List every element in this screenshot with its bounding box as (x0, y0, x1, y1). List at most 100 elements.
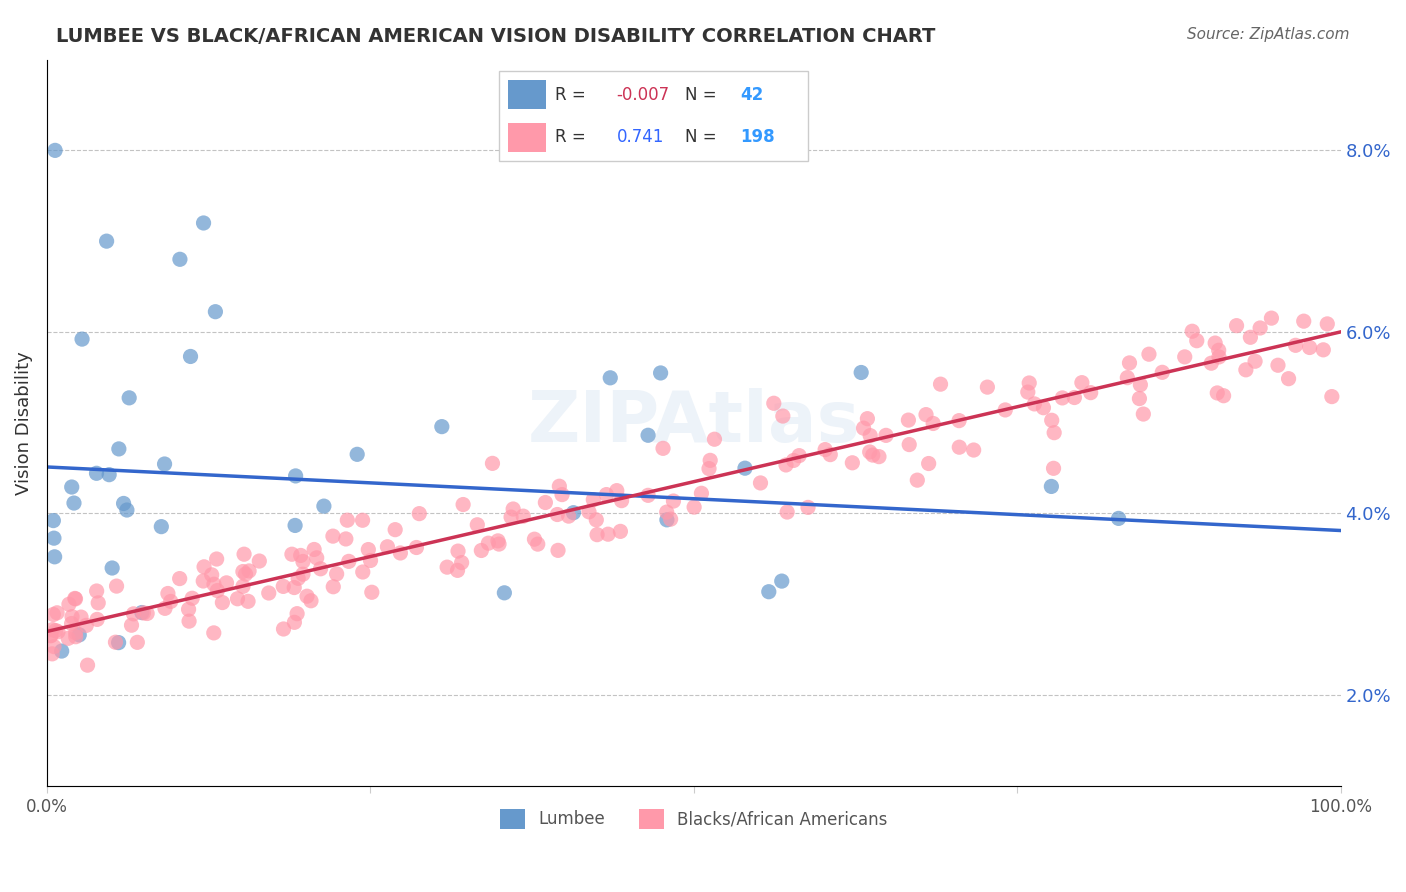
Blacks/African Americans (63, 591, 86, 606)
Blacks/African Americans (787, 449, 810, 463)
Blacks/African Americans (477, 536, 499, 550)
Blacks/African Americans (499, 510, 522, 524)
Blacks/African Americans (859, 428, 882, 442)
Blacks/African Americans (207, 583, 229, 598)
Lumbee (1108, 511, 1130, 525)
Blacks/African Americans (659, 512, 682, 526)
Blacks/African Americans (177, 614, 200, 628)
Blacks/African Americans (177, 602, 200, 616)
Blacks/African Americans (322, 580, 344, 594)
Blacks/African Americans (41, 623, 63, 637)
Blacks/African Americans (1042, 461, 1064, 475)
Blacks/African Americans (797, 500, 820, 515)
Lumbee (101, 561, 124, 575)
Blacks/African Americans (211, 595, 233, 609)
Blacks/African Americans (1118, 356, 1140, 370)
Blacks/African Americans (852, 421, 875, 435)
Blacks/African Americans (60, 609, 83, 624)
Blacks/African Americans (862, 448, 884, 462)
Blacks/African Americans (447, 544, 470, 558)
Blacks/African Americans (305, 550, 328, 565)
Blacks/African Americans (534, 495, 557, 509)
Blacks/African Americans (596, 527, 619, 541)
Blacks/African Americans (859, 445, 882, 459)
Lumbee (758, 584, 780, 599)
Blacks/African Americans (360, 553, 382, 567)
Blacks/African Americans (1292, 314, 1315, 328)
Lumbee (150, 519, 173, 533)
Lumbee (193, 216, 215, 230)
Blacks/African Americans (56, 632, 79, 646)
Lumbee (63, 496, 86, 510)
Blacks/African Americans (247, 554, 270, 568)
Blacks/African Americans (922, 417, 945, 431)
Blacks/African Americans (65, 630, 87, 644)
Blacks/African Americans (201, 567, 224, 582)
Blacks/African Americans (41, 647, 63, 661)
Blacks/African Americans (287, 571, 309, 585)
Blacks/African Americans (1312, 343, 1334, 357)
Blacks/African Americans (60, 616, 83, 631)
Blacks/African Americans (235, 567, 257, 582)
Blacks/African Americans (132, 606, 155, 620)
Blacks/African Americans (271, 579, 294, 593)
Blacks/African Americans (526, 537, 548, 551)
Blacks/African Americans (749, 475, 772, 490)
Text: -0.007: -0.007 (617, 86, 669, 103)
Text: 42: 42 (741, 86, 763, 103)
Blacks/African Americans (87, 596, 110, 610)
Blacks/African Americans (486, 533, 509, 548)
Blacks/African Americans (1320, 390, 1343, 404)
Blacks/African Americans (127, 635, 149, 649)
Blacks/African Americans (1063, 391, 1085, 405)
Blacks/African Americans (683, 500, 706, 514)
Text: 0.741: 0.741 (617, 128, 664, 146)
Blacks/African Americans (582, 492, 605, 507)
Blacks/African Americans (1181, 324, 1204, 338)
Blacks/African Americans (856, 411, 879, 425)
Blacks/African Americans (1206, 386, 1229, 401)
Blacks/African Americans (384, 523, 406, 537)
Blacks/African Americans (546, 508, 568, 522)
Blacks/African Americans (606, 483, 628, 498)
Lumbee (118, 391, 141, 405)
Text: N =: N = (685, 128, 721, 146)
Lumbee (42, 514, 65, 528)
Blacks/African Americans (814, 442, 837, 457)
Blacks/African Americans (257, 586, 280, 600)
Blacks/African Americans (1080, 385, 1102, 400)
Blacks/African Americans (917, 457, 939, 471)
Lumbee (734, 461, 756, 475)
Lumbee (180, 350, 202, 364)
Blacks/African Americans (226, 591, 249, 606)
Blacks/African Americans (782, 453, 804, 467)
Blacks/African Americans (450, 556, 472, 570)
Blacks/African Americans (1116, 370, 1139, 384)
Blacks/African Americans (86, 612, 108, 626)
Blacks/African Americans (360, 585, 382, 599)
Blacks/African Americans (523, 532, 546, 546)
Text: LUMBEE VS BLACK/AFRICAN AMERICAN VISION DISABILITY CORRELATION CHART: LUMBEE VS BLACK/AFRICAN AMERICAN VISION … (56, 27, 935, 45)
Lumbee (60, 480, 83, 494)
Blacks/African Americans (976, 380, 998, 394)
Blacks/African Americans (153, 601, 176, 615)
Blacks/African Americans (1032, 401, 1054, 415)
Blacks/African Americans (46, 624, 69, 639)
Lumbee (112, 496, 135, 510)
Blacks/African Americans (309, 562, 332, 576)
Blacks/African Americans (1239, 330, 1261, 344)
Blacks/African Americans (1212, 389, 1234, 403)
Blacks/African Americans (470, 543, 492, 558)
Blacks/African Americans (897, 413, 920, 427)
Blacks/African Americans (136, 607, 159, 621)
Blacks/African Americans (1204, 336, 1226, 351)
Blacks/African Americans (578, 505, 600, 519)
Lumbee (770, 574, 793, 588)
Lumbee (51, 644, 73, 658)
Blacks/African Americans (1298, 341, 1320, 355)
Blacks/African Americans (337, 554, 360, 568)
Blacks/African Americans (335, 532, 357, 546)
Lumbee (115, 503, 138, 517)
Blacks/African Americans (285, 607, 308, 621)
Lumbee (851, 366, 873, 380)
